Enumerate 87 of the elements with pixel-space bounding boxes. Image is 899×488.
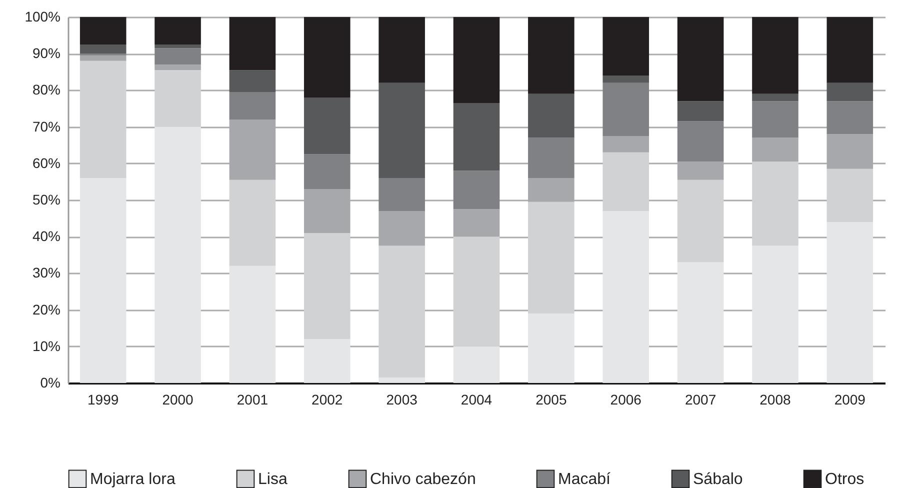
bar [154,44,201,48]
y-tick-label: 50% [32,192,60,208]
y-tick-label: 80% [32,82,60,98]
x-tick-label: 2003 [386,392,418,408]
bar [752,101,798,138]
bar [154,17,201,44]
bar [677,101,724,122]
bar [229,266,276,383]
bar [229,17,276,70]
x-tick-label: 2008 [760,392,791,408]
x-tick-label: 2001 [236,392,268,408]
bar [304,17,350,98]
bar [752,246,798,383]
bar [154,126,201,383]
bar [677,262,724,383]
bar [304,232,350,340]
bar [602,17,650,76]
bar [378,246,425,378]
bar [80,55,126,61]
legend-label: Lisa [258,470,288,488]
bar [453,209,500,237]
bar [378,178,425,211]
x-tick-label: 2005 [536,392,567,408]
bar [602,76,650,83]
bar [752,162,798,246]
bar [826,101,874,134]
bar [826,222,874,383]
bar [229,70,276,92]
bar [752,94,798,102]
x-tick-label: 2007 [684,392,716,408]
bar [677,180,724,262]
bar [528,17,574,94]
bar [378,82,425,178]
bar [528,202,574,314]
y-tick-label: 90% [32,45,60,62]
y-tick-label: 40% [32,228,60,244]
bar [602,210,650,383]
bar [453,236,500,346]
bar [304,98,350,154]
bar [80,17,126,44]
bar [677,17,724,102]
bar [752,17,798,94]
bar [80,60,126,178]
y-tick-label: 70% [32,118,60,134]
bar [453,346,500,383]
bar [453,170,500,210]
bar [826,82,874,102]
bar [304,339,350,383]
bar [528,94,574,138]
x-tick-label: 2002 [312,392,343,408]
legend-label: Otros [825,470,864,488]
bar [80,178,126,383]
bar [528,138,574,178]
y-tick-label: 20% [32,301,60,318]
bar [453,103,500,171]
x-tick-label: 2000 [162,392,194,408]
x-tick-label: 2006 [610,392,642,408]
bar [378,17,425,83]
x-tick-label: 2009 [834,392,866,408]
bar [154,64,201,70]
bar [80,44,126,54]
bar [602,152,650,211]
y-tick-label: 100% [24,8,60,24]
bar [677,121,724,162]
y-tick-label: 30% [32,264,60,281]
bar [229,92,276,120]
legend-label: Sábalo [693,470,743,488]
legend-label: Mojarra lora [90,470,176,488]
bar [154,48,201,65]
y-tick-label: 0% [40,374,60,390]
legend-label: Macabí [558,470,612,488]
bar [826,168,874,222]
y-tick-label: 10% [32,338,60,354]
bar [528,313,574,383]
bar [229,180,276,266]
bar [378,378,425,383]
x-tick-label: 1999 [88,392,119,408]
y-tick-label: 60% [32,154,60,171]
bar [826,17,874,83]
bar [154,70,201,127]
bar [304,154,350,190]
bar [752,138,798,162]
bar [453,17,500,104]
bar [602,82,650,136]
legend-label: Chivo cabezón [370,470,476,488]
x-tick-label: 2004 [460,392,492,408]
bar [602,136,650,152]
